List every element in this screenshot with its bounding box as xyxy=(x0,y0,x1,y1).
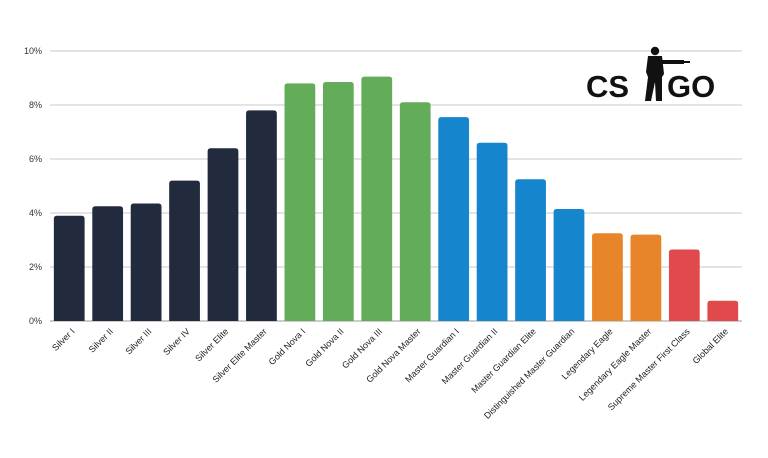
gridlines xyxy=(50,50,742,322)
bar-legendary-eagle-master xyxy=(630,234,662,321)
bar-silver-i xyxy=(53,215,85,321)
x-category-label: Silver IV xyxy=(161,326,192,357)
logo-text-go: GO xyxy=(667,69,715,104)
y-tick-label: 8% xyxy=(29,100,42,110)
bar-silver-ii xyxy=(92,206,124,321)
y-tick-label: 6% xyxy=(29,154,42,164)
bars xyxy=(53,76,739,322)
bar-master-guardian-ii xyxy=(476,142,508,321)
x-category-label: Legendary Eagle Master xyxy=(577,326,653,402)
csgo-logo: CS GO xyxy=(586,46,715,104)
x-category-label: Gold Nova I xyxy=(267,326,308,367)
y-tick-label: 10% xyxy=(24,46,42,56)
y-tick-label: 4% xyxy=(29,208,42,218)
logo-text-cs: CS xyxy=(586,69,629,104)
bar-gold-nova-master xyxy=(399,102,431,321)
y-tick-label: 2% xyxy=(29,262,42,272)
x-category-label: Silver II xyxy=(87,326,115,354)
bar-gold-nova-i xyxy=(284,83,316,322)
y-tick-label: 0% xyxy=(29,316,42,326)
bar-silver-iv xyxy=(169,180,200,321)
bar-gold-nova-ii xyxy=(322,82,354,321)
x-category-label: Silver I xyxy=(50,326,77,353)
x-category-label: Gold Nova II xyxy=(303,326,345,368)
bar-supreme-master-first-class xyxy=(668,249,700,321)
bar-silver-iii xyxy=(130,203,162,321)
x-category-label: Silver Elite xyxy=(193,326,230,363)
x-category-label: Master Guardian Elite xyxy=(469,326,538,395)
x-category-label: Global Elite xyxy=(691,326,731,366)
bar-silver-elite xyxy=(207,148,239,321)
bar-master-guardian-elite xyxy=(515,179,546,321)
x-category-label: Supreme Master First Class xyxy=(606,326,692,412)
x-category-label: Silver III xyxy=(123,326,153,356)
x-axis-category-labels: Silver I Silver II Silver III Silver IV Silv… xyxy=(50,326,730,421)
bar-global-elite xyxy=(707,300,739,321)
bar-master-guardian-i xyxy=(438,117,470,322)
bar-gold-nova-iii xyxy=(361,76,393,322)
soldier-silhouette-icon xyxy=(645,46,690,101)
bar-distinguished-master-guardian xyxy=(553,208,585,321)
y-axis-tick-labels: 0% 2% 4% 6% 8% 10% xyxy=(24,46,42,326)
bar-legendary-eagle xyxy=(592,233,623,321)
bar-silver-elite-master xyxy=(246,110,277,322)
